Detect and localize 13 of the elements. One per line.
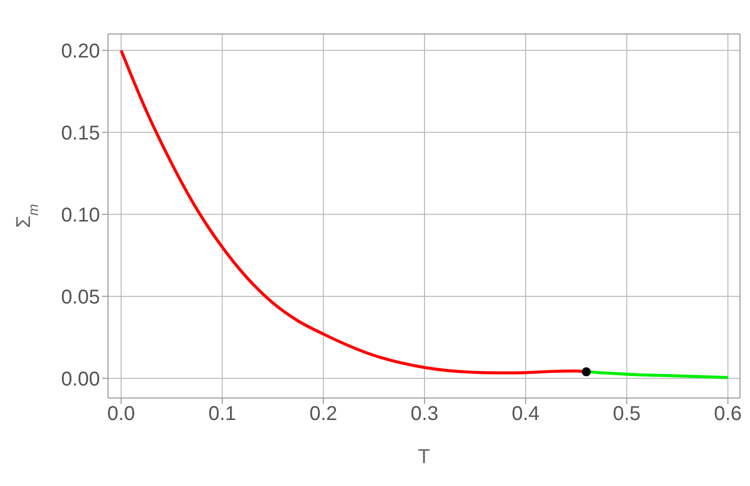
- x-tick-label: 0.5: [612, 403, 641, 426]
- x-tick-label: 0.3: [410, 403, 438, 426]
- y-tick-label: 0.20: [61, 40, 100, 62]
- y-tick-label: 0.05: [61, 286, 100, 308]
- y-tick-label: 0.00: [61, 368, 100, 390]
- x-tick-label: 0.4: [512, 403, 540, 426]
- x-tick-label: 0.2: [309, 403, 338, 426]
- x-tick-label: 0.1: [208, 403, 236, 426]
- x-tick-label: 0.0: [107, 403, 136, 426]
- x-axis-title: T: [418, 446, 430, 468]
- y-tick-label: 0.15: [61, 122, 100, 144]
- x-tick-label: 0.6: [714, 403, 742, 426]
- y-tick-label: 0.10: [61, 204, 100, 226]
